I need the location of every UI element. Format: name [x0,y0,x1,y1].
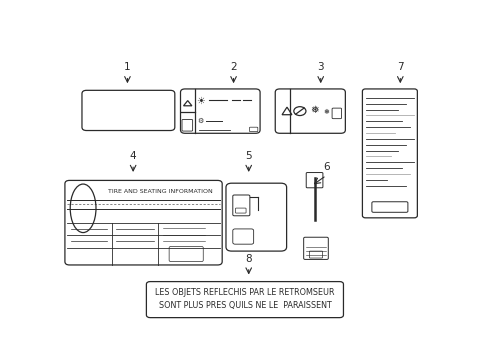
FancyBboxPatch shape [182,120,192,131]
Text: 6: 6 [323,162,329,172]
Text: 2: 2 [230,62,236,72]
Text: 8: 8 [245,253,251,264]
FancyBboxPatch shape [371,202,407,212]
Text: 3: 3 [317,62,324,72]
FancyBboxPatch shape [309,251,322,258]
FancyBboxPatch shape [232,229,253,244]
FancyBboxPatch shape [225,183,286,251]
FancyBboxPatch shape [65,180,222,265]
FancyBboxPatch shape [235,208,245,213]
Text: ❅: ❅ [323,109,329,115]
Text: TIRE AND SEATING INFORMATION: TIRE AND SEATING INFORMATION [108,189,213,194]
Text: 1: 1 [124,62,130,72]
Text: ⚙: ⚙ [197,118,203,124]
FancyBboxPatch shape [180,89,260,133]
FancyBboxPatch shape [305,172,322,188]
Text: 7: 7 [396,62,403,72]
FancyBboxPatch shape [146,282,343,318]
Text: SONT PLUS PRES QUILS NE LE  PARAISSENT: SONT PLUS PRES QUILS NE LE PARAISSENT [158,301,331,310]
Text: LES OBJETS REFLECHIS PAR LE RETROMSEUR: LES OBJETS REFLECHIS PAR LE RETROMSEUR [155,288,334,297]
FancyBboxPatch shape [169,246,203,262]
FancyBboxPatch shape [232,195,249,216]
Text: 5: 5 [245,151,251,161]
FancyBboxPatch shape [303,237,327,260]
Text: ❅: ❅ [310,105,319,115]
FancyBboxPatch shape [362,89,417,218]
FancyBboxPatch shape [82,90,175,131]
FancyBboxPatch shape [331,108,341,119]
FancyBboxPatch shape [275,89,345,133]
Text: ☀: ☀ [195,95,204,105]
FancyBboxPatch shape [249,127,257,132]
Text: 4: 4 [129,151,136,161]
